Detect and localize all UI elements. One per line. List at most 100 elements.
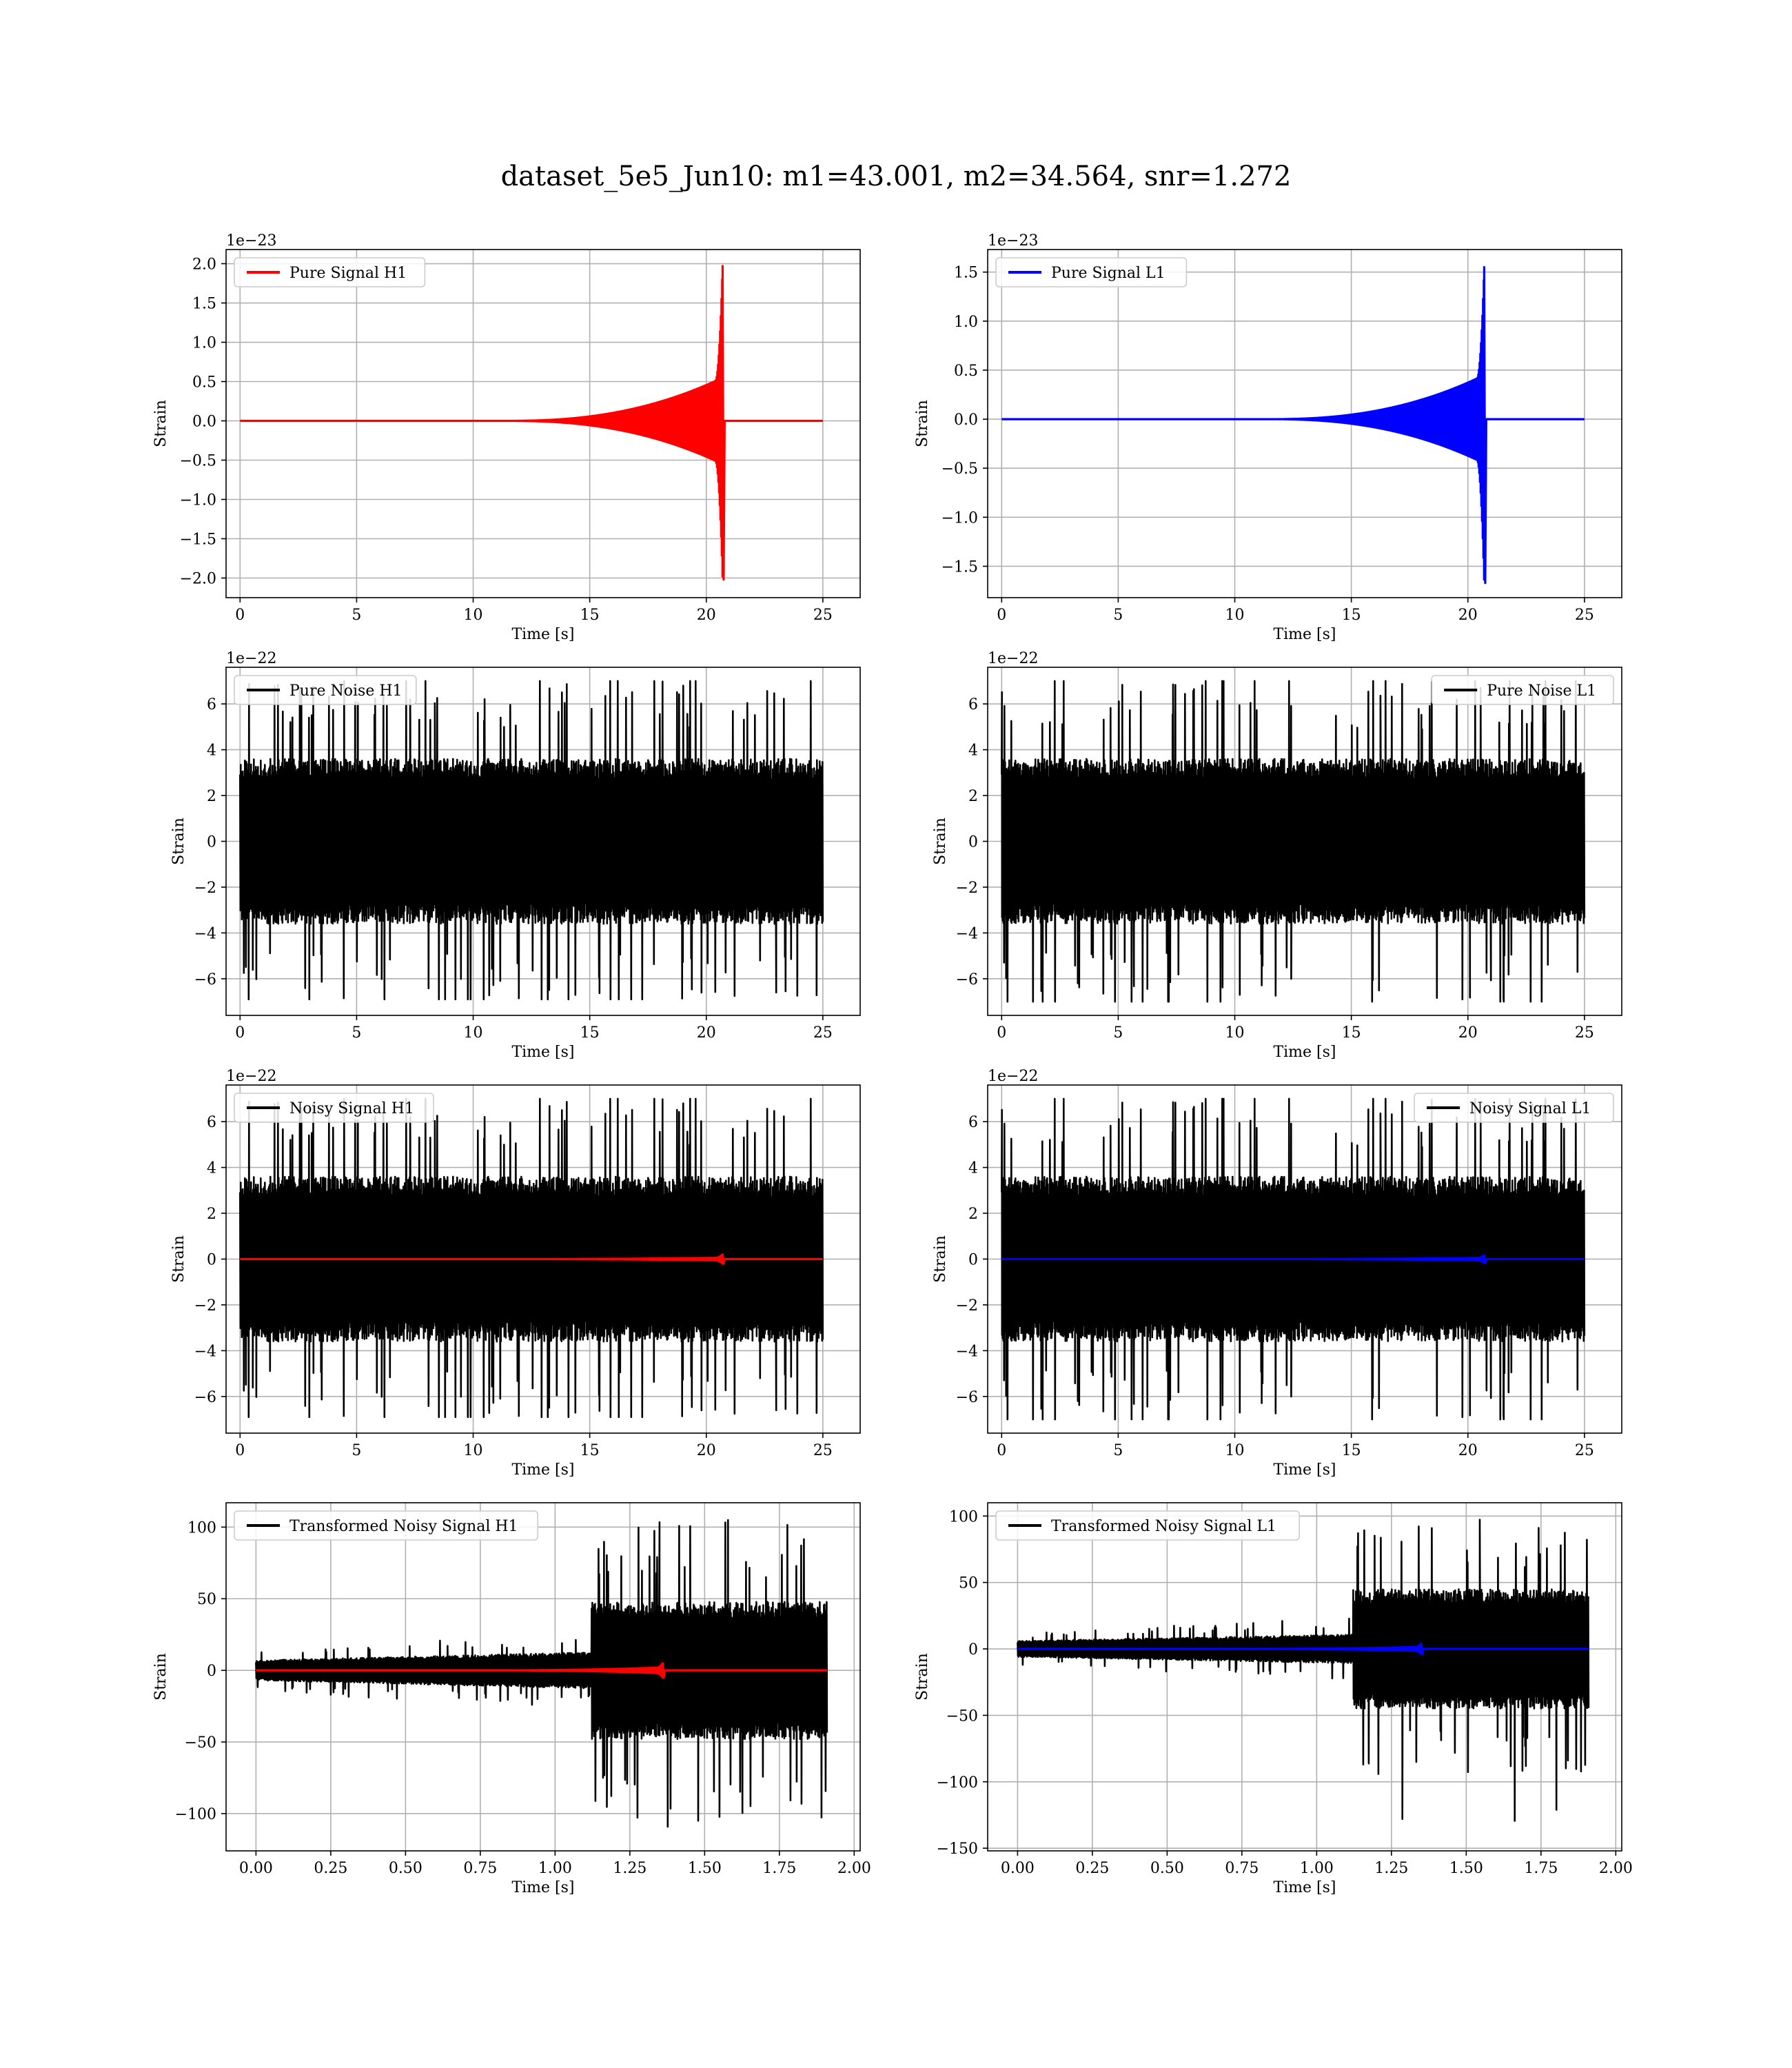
- y-tick-label: 6: [968, 696, 978, 713]
- y-tick-label: 0.0: [954, 412, 978, 429]
- x-tick-label: 1.25: [613, 1860, 646, 1877]
- y-tick-label: 0: [968, 834, 978, 851]
- x-tick-label: 15: [1342, 1442, 1361, 1459]
- y-tick-label: 4: [207, 742, 216, 760]
- legend: Transformed Noisy Signal H1: [234, 1510, 539, 1541]
- y-tick-label: −1.5: [180, 531, 216, 549]
- x-tick-label: 15: [580, 1024, 600, 1042]
- y-tick-label: 0.5: [954, 363, 978, 380]
- legend: Noisy Signal H1: [234, 1093, 434, 1123]
- x-tick-label: 20: [1458, 1442, 1478, 1459]
- y-axis-label: Strain: [170, 818, 187, 865]
- y-tick-label: −1.0: [180, 492, 216, 509]
- x-tick-label: 5: [1113, 1442, 1123, 1459]
- series-line-pure-noise-h1: [239, 680, 824, 1000]
- y-tick-label: 0: [968, 1252, 978, 1269]
- series-group: [1001, 1097, 1586, 1421]
- legend-label: Noisy Signal L1: [1469, 1100, 1591, 1117]
- y-tick-label: −150: [937, 1841, 978, 1858]
- y-offset-text: 1e−22: [988, 650, 1038, 667]
- legend: Noisy Signal L1: [1414, 1093, 1614, 1123]
- x-tick-label: 5: [352, 1442, 361, 1459]
- series-line-pure-signal-h1: [239, 265, 823, 581]
- series-group: [1001, 266, 1585, 585]
- y-tick-label: 6: [207, 1114, 216, 1131]
- legend-box: [1414, 1093, 1614, 1123]
- legend-box: [234, 675, 417, 705]
- x-tick-label: 15: [580, 1442, 600, 1459]
- legend-box: [234, 257, 426, 287]
- y-axis-label: Strain: [152, 400, 170, 447]
- y-tick-label: −2: [956, 880, 978, 897]
- series-line-pure-signal-l1: [1001, 266, 1585, 585]
- legend-label: Pure Signal H1: [289, 265, 407, 282]
- y-tick-label: 0: [207, 834, 216, 851]
- y-tick-label: 2: [968, 1206, 978, 1223]
- subplot-transformed-noisy-signal-h1: 0.00 0.25 0.50 0.75 1.00 1.25 1.50 1.75 2.00 −100…: [152, 1502, 871, 1896]
- series-group: [1001, 680, 1586, 1003]
- y-tick-label: 0.5: [192, 374, 216, 392]
- x-tick-label: 0: [235, 607, 245, 624]
- series-line-overlay-1: [255, 1662, 828, 1679]
- x-tick-label: 10: [464, 1024, 483, 1042]
- subplot-noisy-signal-h1: 0 5 10 15 20 25 −6 −4 −2 0 2 4 6 1e−22 Time [s] Strain N…: [170, 1068, 861, 1479]
- y-tick-label: 0.0: [192, 414, 216, 431]
- x-tick-label: 0.00: [239, 1860, 273, 1877]
- y-tick-label: −2.0: [180, 571, 216, 588]
- y-axis-label: Strain: [152, 1653, 170, 1701]
- x-tick-label: 0.75: [1225, 1860, 1259, 1877]
- y-tick-label: −6: [194, 1389, 216, 1406]
- legend: Pure Signal L1: [995, 257, 1188, 287]
- x-tick-label: 0: [997, 1024, 1006, 1042]
- y-offset-text: 1e−23: [226, 232, 276, 250]
- y-tick-label: −2: [194, 880, 216, 897]
- legend: Pure Signal H1: [234, 257, 426, 287]
- y-axis-label: Strain: [932, 818, 949, 865]
- x-tick-label: 10: [1225, 1442, 1245, 1459]
- y-tick-label: 0: [207, 1663, 216, 1680]
- x-tick-label: 1.00: [538, 1860, 572, 1877]
- y-tick-label: 100: [187, 1519, 216, 1537]
- x-tick-label: 25: [1575, 1442, 1594, 1459]
- x-tick-label: 0: [235, 1442, 245, 1459]
- legend: Pure Noise H1: [234, 675, 417, 705]
- y-axis-label: Strain: [170, 1235, 187, 1283]
- legend-label: Noisy Signal H1: [289, 1100, 414, 1117]
- axes-frame: [987, 1502, 1622, 1852]
- x-axis-label: Time [s]: [1273, 1879, 1336, 1896]
- y-tick-label: 100: [949, 1508, 978, 1525]
- x-tick-label: 0: [997, 607, 1006, 624]
- y-tick-label: 4: [968, 742, 978, 760]
- series-line-overlay-1: [1001, 1254, 1585, 1264]
- x-tick-label: 0.75: [463, 1860, 497, 1877]
- y-tick-label: 1.5: [954, 265, 978, 282]
- x-tick-label: 0.50: [389, 1860, 422, 1877]
- legend-box: [1431, 675, 1614, 705]
- y-tick-label: 1.5: [192, 296, 216, 313]
- y-tick-label: −1.5: [941, 558, 978, 576]
- y-axis-label: Strain: [914, 400, 931, 447]
- y-tick-label: 2: [968, 788, 978, 805]
- series-group: [1017, 1519, 1590, 1822]
- x-tick-label: 1.00: [1300, 1860, 1334, 1877]
- y-tick-label: −6: [194, 971, 216, 989]
- subplot-pure-noise-h1: 0 5 10 15 20 25 −6 −4 −2 0 2 4 6 1e−22 Time [s] Strain P…: [170, 650, 861, 1061]
- x-axis-label: Time [s]: [511, 1879, 574, 1896]
- y-tick-label: −0.5: [180, 453, 216, 470]
- x-tick-label: 10: [464, 607, 483, 624]
- y-axis-label: Strain: [914, 1653, 931, 1701]
- x-axis-label: Time [s]: [1273, 1461, 1336, 1479]
- y-tick-label: 6: [968, 1114, 978, 1131]
- x-tick-label: 20: [1458, 1024, 1478, 1042]
- legend-box: [995, 257, 1188, 287]
- x-tick-label: 10: [1225, 607, 1245, 624]
- x-tick-label: 20: [1458, 607, 1478, 624]
- plot-area: [988, 250, 1622, 598]
- y-tick-label: 0: [207, 1252, 216, 1269]
- y-tick-label: −1.0: [941, 509, 978, 527]
- series-group: [239, 265, 823, 581]
- x-axis-label: Time [s]: [1273, 1044, 1336, 1061]
- y-tick-label: −2: [956, 1297, 978, 1315]
- y-tick-label: −4: [956, 925, 978, 942]
- x-tick-label: 0.00: [1001, 1860, 1035, 1877]
